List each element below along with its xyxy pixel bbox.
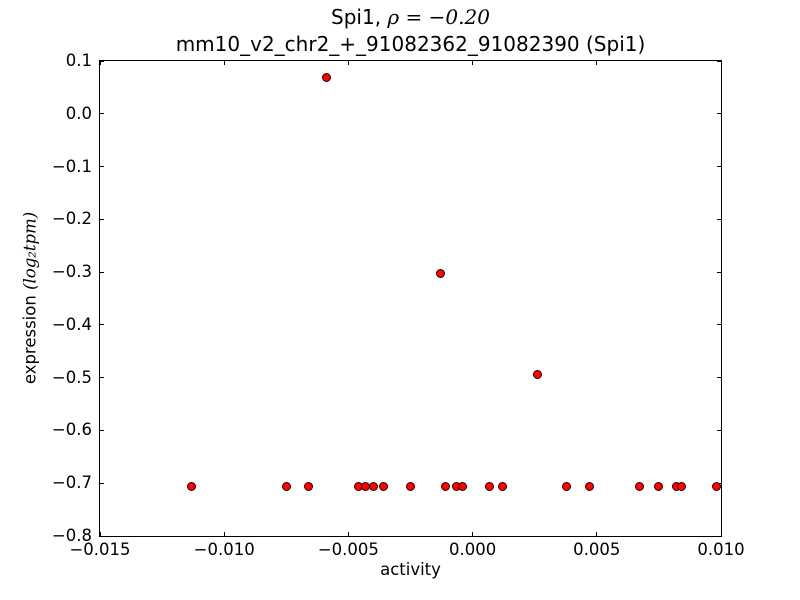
- x-tick-mark: [596, 532, 598, 536]
- y-tick-mark: [100, 482, 104, 484]
- title-line-2: mm10_v2_chr2_+_91082362_91082390 (Spi1): [175, 32, 646, 56]
- y-tick-mark: [100, 429, 104, 431]
- x-tick-mark: [347, 532, 349, 536]
- scatter-point: [584, 481, 594, 491]
- x-tick-mark: [720, 61, 722, 65]
- x-axis-label: activity: [380, 560, 441, 579]
- scatter-point: [497, 481, 507, 491]
- scatter-point: [484, 481, 494, 491]
- y-tick-label: −0.5: [51, 367, 92, 387]
- y-tick-mark: [717, 113, 721, 115]
- scatter-point: [304, 481, 314, 491]
- y-tick-label: 0.0: [65, 103, 92, 123]
- x-tick-label: 0.010: [697, 540, 745, 559]
- scatter-point: [406, 481, 415, 491]
- scatter-point: [654, 481, 664, 491]
- x-tick-mark: [99, 532, 101, 536]
- plot-area: [99, 60, 722, 537]
- title-gene-label: Spi1,: [331, 5, 388, 29]
- y-tick-mark: [717, 271, 721, 273]
- y-tick-mark: [100, 324, 104, 326]
- scatter-point: [457, 481, 467, 491]
- scatter-point: [562, 481, 572, 491]
- y-tick-mark: [717, 60, 721, 62]
- y-tick-label: −0.7: [51, 473, 92, 493]
- y-tick-mark: [100, 218, 104, 220]
- y-tick-mark: [717, 377, 721, 379]
- y-tick-label: −0.6: [51, 420, 92, 440]
- title-line-1: Spi1, ρ = −0.20: [99, 4, 722, 31]
- x-tick-mark: [223, 532, 225, 536]
- y-tick-label: −0.4: [51, 314, 92, 334]
- scatter-point: [435, 268, 445, 278]
- y-tick-mark: [100, 377, 104, 379]
- x-tick-label: −0.005: [317, 540, 379, 559]
- y-tick-label: −0.2: [51, 209, 92, 229]
- x-tick-label: 0.000: [448, 540, 497, 559]
- scatter-point: [187, 481, 197, 491]
- y-tick-label: 0.1: [65, 51, 92, 70]
- x-tick-label: 0.005: [573, 540, 621, 559]
- scatter-point: [676, 481, 686, 491]
- x-tick-mark: [99, 61, 101, 65]
- y-tick-mark: [717, 218, 721, 220]
- y-tick-mark: [100, 166, 104, 168]
- y-tick-mark: [717, 324, 721, 326]
- y-tick-mark: [717, 166, 721, 168]
- chart-title: Spi1, ρ = −0.20 mm10_v2_chr2_+_91082362_…: [99, 4, 722, 58]
- scatter-point: [378, 481, 388, 491]
- scatter-point: [634, 481, 644, 491]
- x-tick-mark: [347, 61, 349, 65]
- scatter-point: [321, 73, 331, 83]
- x-tick-mark: [223, 61, 225, 65]
- y-tick-mark: [717, 535, 721, 537]
- x-tick-mark: [720, 532, 722, 536]
- y-tick-mark: [100, 60, 104, 62]
- y-tick-mark: [717, 429, 721, 431]
- x-tick-mark: [472, 532, 474, 536]
- y-tick-mark: [100, 271, 104, 273]
- y-tick-mark: [100, 535, 104, 537]
- x-tick-mark: [472, 61, 474, 65]
- scatter-point: [440, 481, 450, 491]
- y-tick-label: −0.8: [51, 526, 92, 545]
- y-tick-mark: [100, 113, 104, 115]
- scatter-point: [532, 370, 542, 379]
- scatter-point: [711, 481, 721, 491]
- x-tick-mark: [596, 61, 598, 65]
- y-axis-label: expression (log₂tpm): [21, 212, 40, 384]
- scatter-point: [281, 481, 291, 491]
- scatter-point: [368, 481, 378, 491]
- x-tick-label: −0.015: [69, 540, 131, 559]
- title-rho-value: ρ = −0.20: [387, 5, 490, 29]
- y-tick-label: −0.3: [51, 262, 92, 282]
- x-tick-label: −0.010: [193, 540, 255, 559]
- y-tick-label: −0.1: [51, 156, 92, 176]
